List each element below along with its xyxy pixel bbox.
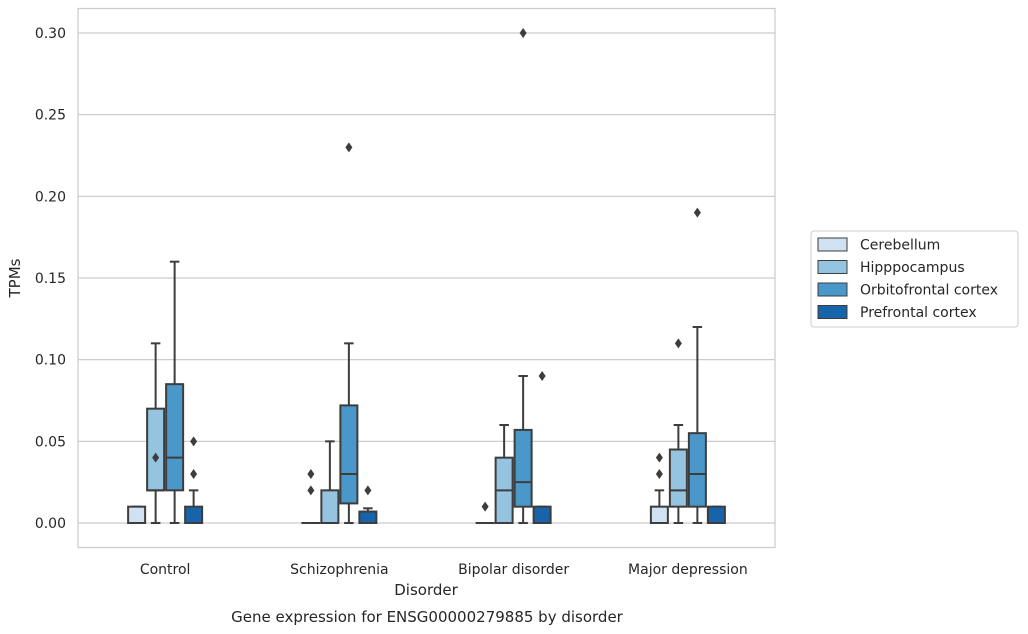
legend-swatch [817,305,848,319]
outlier-point [190,436,198,447]
y-axis-label: TPMs [6,258,24,298]
legend-label: Orbitofrontal cortex [860,283,998,299]
box-group [706,505,726,524]
outlier-point [674,338,682,349]
legend: Cerebellum Hipppocampus Orbitofrontal cort… [810,230,1019,328]
box-group [339,142,359,524]
box-group [184,436,204,524]
box [649,505,669,524]
y-tick-label: 0.25 [35,108,66,124]
box [706,505,726,524]
outlier-point [481,501,489,512]
box-group [687,207,707,524]
legend-swatch [817,260,848,274]
box-group [127,505,147,524]
outlier-point [693,207,701,218]
legend-label: Prefrontal cortex [860,305,977,321]
outlier-point [190,469,198,479]
x-tick-label: Bipolar disorder [458,562,569,578]
x-tick-label: Schizophrenia [290,562,388,578]
y-axis-ticks: 0.00 0.05 0.10 0.15 0.20 0.25 0.30 [35,26,66,532]
legend-swatch [817,282,848,297]
outlier-point [519,28,527,38]
box-group [513,28,533,524]
y-tick-label: 0.15 [35,271,66,287]
box [127,505,147,524]
y-tick-label: 0.30 [35,26,66,42]
outlier-point [364,485,372,496]
box-group [320,440,340,525]
box [320,489,340,525]
box [339,404,359,505]
x-tick-label: Control [140,562,191,578]
box [532,505,552,524]
outlier-point [345,142,353,153]
legend-frame [810,230,1019,328]
legend-swatch [817,237,848,252]
box-group [494,424,514,524]
box-group [649,452,669,524]
outlier-point [538,371,546,381]
chart-caption: Gene expression for ENSG00000279885 by d… [231,608,624,626]
box-group [358,485,378,525]
y-tick-label: 0.10 [35,353,66,369]
outlier-point [307,485,315,496]
outlier-point [655,452,663,463]
box-group [165,260,185,524]
outlier-point [655,469,663,479]
x-axis-label: Disorder [394,581,458,599]
box-group [475,501,495,525]
outlier-point [152,452,160,463]
box [668,448,688,508]
legend-label: Hipppocampus [860,260,965,276]
box [358,510,378,525]
box-group [146,342,166,524]
y-tick-label: 0.00 [35,516,66,532]
box-series [127,28,726,525]
box [687,432,707,508]
box [146,407,166,492]
legend-label: Cerebellum [860,238,940,254]
plot-frame [77,7,776,549]
box [184,505,204,524]
box-group [532,371,552,524]
y-tick-label: 0.20 [35,189,66,205]
x-tick-label: Major depression [628,562,748,578]
outlier-point [307,469,315,479]
box [165,383,185,492]
x-axis-ticks: Control Schizophrenia Bipolar disorder Majo… [140,562,748,578]
y-tick-label: 0.05 [35,434,66,450]
box-group [668,338,688,524]
box-group [301,469,321,525]
box [513,428,533,508]
